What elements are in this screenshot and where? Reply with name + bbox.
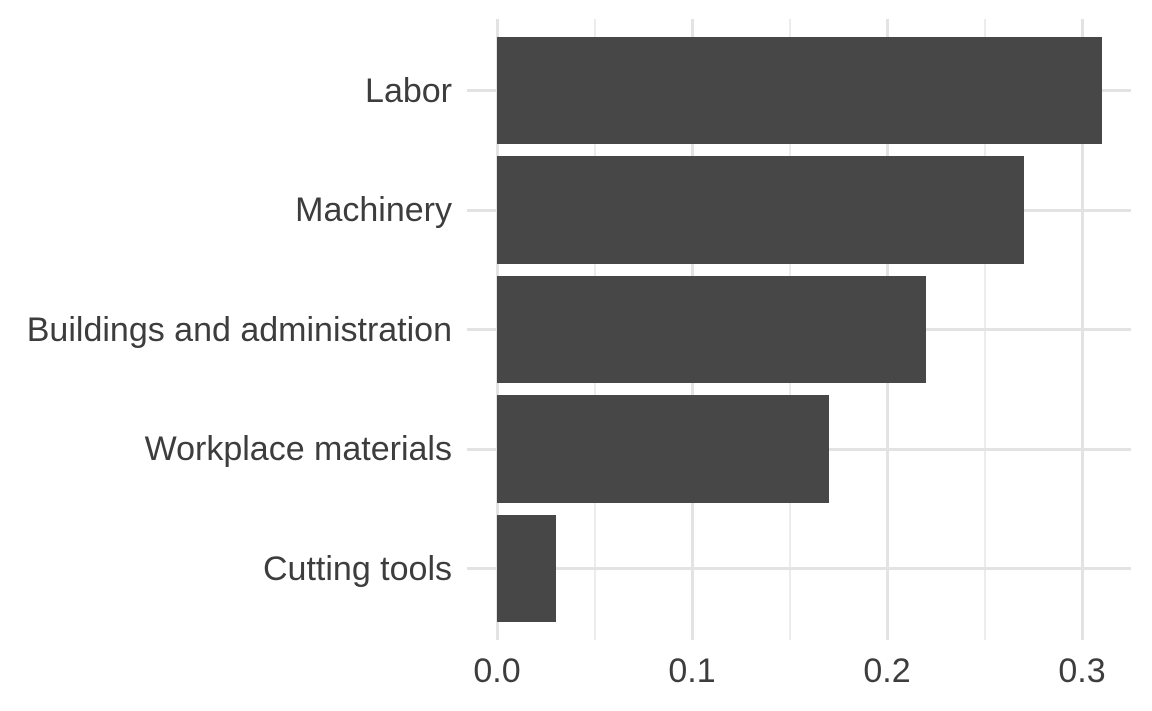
x-tick-label: 0.0 bbox=[473, 652, 521, 690]
y-axis-label: Labor bbox=[365, 71, 452, 110]
bar-labor bbox=[497, 36, 1102, 145]
x-tick-label: 0.2 bbox=[863, 652, 911, 690]
y-axis-label: Buildings and administration bbox=[26, 310, 452, 349]
y-axis-label: Machinery bbox=[295, 191, 452, 229]
bar-machinery bbox=[497, 156, 1024, 264]
bar-buildings-and-administration bbox=[497, 275, 926, 384]
bar-workplace-materials bbox=[497, 395, 829, 503]
gridline-major-horizontal bbox=[467, 567, 1131, 570]
x-tick-label: 0.3 bbox=[1058, 652, 1106, 690]
plot-panel bbox=[467, 19, 1131, 640]
y-axis-label: Workplace materials bbox=[144, 430, 452, 468]
y-axis-label: Cutting tools bbox=[263, 549, 452, 588]
bar-cutting-tools bbox=[497, 514, 556, 623]
x-tick-label: 0.1 bbox=[668, 652, 716, 690]
